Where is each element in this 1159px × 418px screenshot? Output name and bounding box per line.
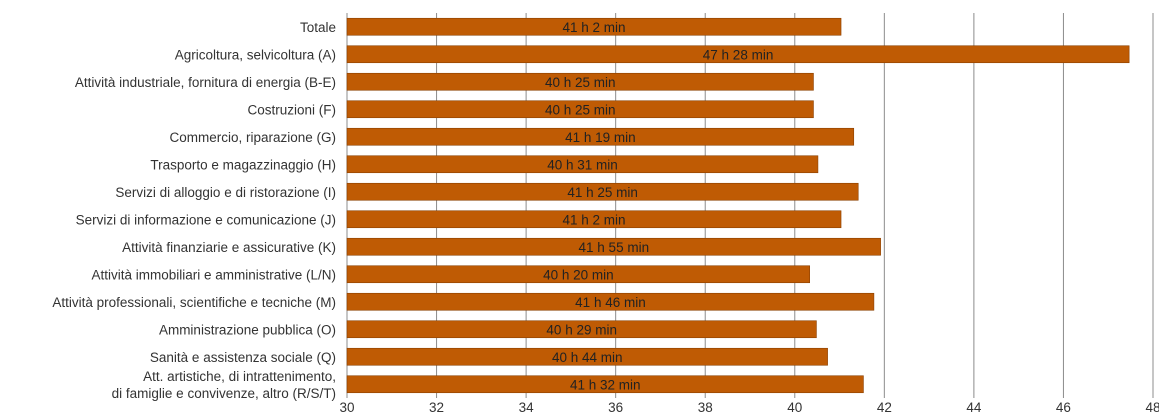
data-label-10: 41 h 46 min [575, 295, 646, 310]
bar-11 [346, 320, 817, 339]
data-label-5: 40 h 31 min [547, 157, 618, 172]
category-label-9: Attività immobiliari e amministrative (L… [91, 267, 336, 282]
category-label-10: Attività professionali, scientifiche e t… [52, 295, 336, 310]
category-label-12: Sanità e assistenza sociale (Q) [150, 350, 336, 365]
bars [346, 17, 1130, 394]
bar-6 [346, 182, 859, 201]
category-label-0: Totale [300, 20, 336, 35]
data-label-11: 40 h 29 min [546, 322, 617, 337]
x-tick-label-38: 38 [698, 400, 713, 415]
data-label-2: 40 h 25 min [545, 75, 616, 90]
bar-0 [346, 17, 842, 36]
category-label-11: Amministrazione pubblica (O) [159, 322, 336, 337]
bar-2 [346, 72, 814, 91]
category-label-13-line-0: Att. artistiche, di intrattenimento, [143, 369, 336, 384]
data-label-9: 40 h 20 min [543, 267, 614, 282]
data-label-1: 47 h 28 min [703, 47, 774, 62]
category-label-5: Trasporto e magazzinaggio (H) [150, 157, 336, 172]
bar-10 [346, 292, 875, 311]
category-labels: Totale Agricoltura, selvicoltura (A) Attiv… [52, 20, 336, 401]
x-tick-label-42: 42 [877, 400, 892, 415]
bar-5 [346, 155, 819, 174]
bar-12 [346, 347, 828, 366]
bar-3 [346, 100, 814, 119]
category-label-6: Servizi di alloggio e di ristorazione (I… [115, 185, 336, 200]
x-tick-label-44: 44 [966, 400, 982, 415]
x-tick-label-40: 40 [787, 400, 802, 415]
data-label-13: 41 h 32 min [570, 377, 641, 392]
data-labels: 41 h 2 min 47 h 28 min 40 h 25 min 40 h 25 … [543, 20, 773, 393]
data-label-4: 41 h 19 min [565, 130, 636, 145]
data-label-12: 40 h 44 min [552, 350, 623, 365]
x-tick-label-34: 34 [519, 400, 535, 415]
category-label-8: Attività finanziarie e assicurative (K) [122, 240, 336, 255]
bar-8 [346, 237, 881, 256]
category-label-3: Costruzioni (F) [247, 102, 336, 117]
data-label-7: 41 h 2 min [562, 212, 625, 227]
x-tick-label-32: 32 [429, 400, 444, 415]
category-label-13: Att. artistiche, di intrattenimento, di f… [112, 369, 336, 401]
x-axis-tick-labels: 30 32 34 36 38 40 42 44 46 48 [339, 400, 1159, 415]
category-label-7: Servizi di informazione e comunicazione … [76, 212, 336, 227]
data-label-0: 41 h 2 min [562, 20, 625, 35]
x-tick-label-36: 36 [608, 400, 623, 415]
category-label-2: Attività industriale, fornitura di energ… [75, 75, 336, 90]
gridlines [346, 13, 1154, 398]
x-tick-label-48: 48 [1145, 400, 1159, 415]
x-tick-label-46: 46 [1056, 400, 1071, 415]
bar-1 [346, 45, 1130, 64]
category-label-1: Agricoltura, selvicoltura (A) [175, 47, 336, 62]
category-label-13-line-1: di famiglie e convivenze, altro (R/S/T) [112, 386, 336, 401]
bar-9 [346, 265, 810, 284]
category-label-4: Commercio, riparazione (G) [169, 130, 336, 145]
data-label-6: 41 h 25 min [567, 185, 638, 200]
bar-7 [346, 210, 842, 229]
bar-13 [346, 375, 864, 394]
x-tick-label-30: 30 [339, 400, 354, 415]
data-label-8: 41 h 55 min [579, 240, 650, 255]
data-label-3: 40 h 25 min [545, 102, 616, 117]
bar-4 [346, 127, 855, 146]
